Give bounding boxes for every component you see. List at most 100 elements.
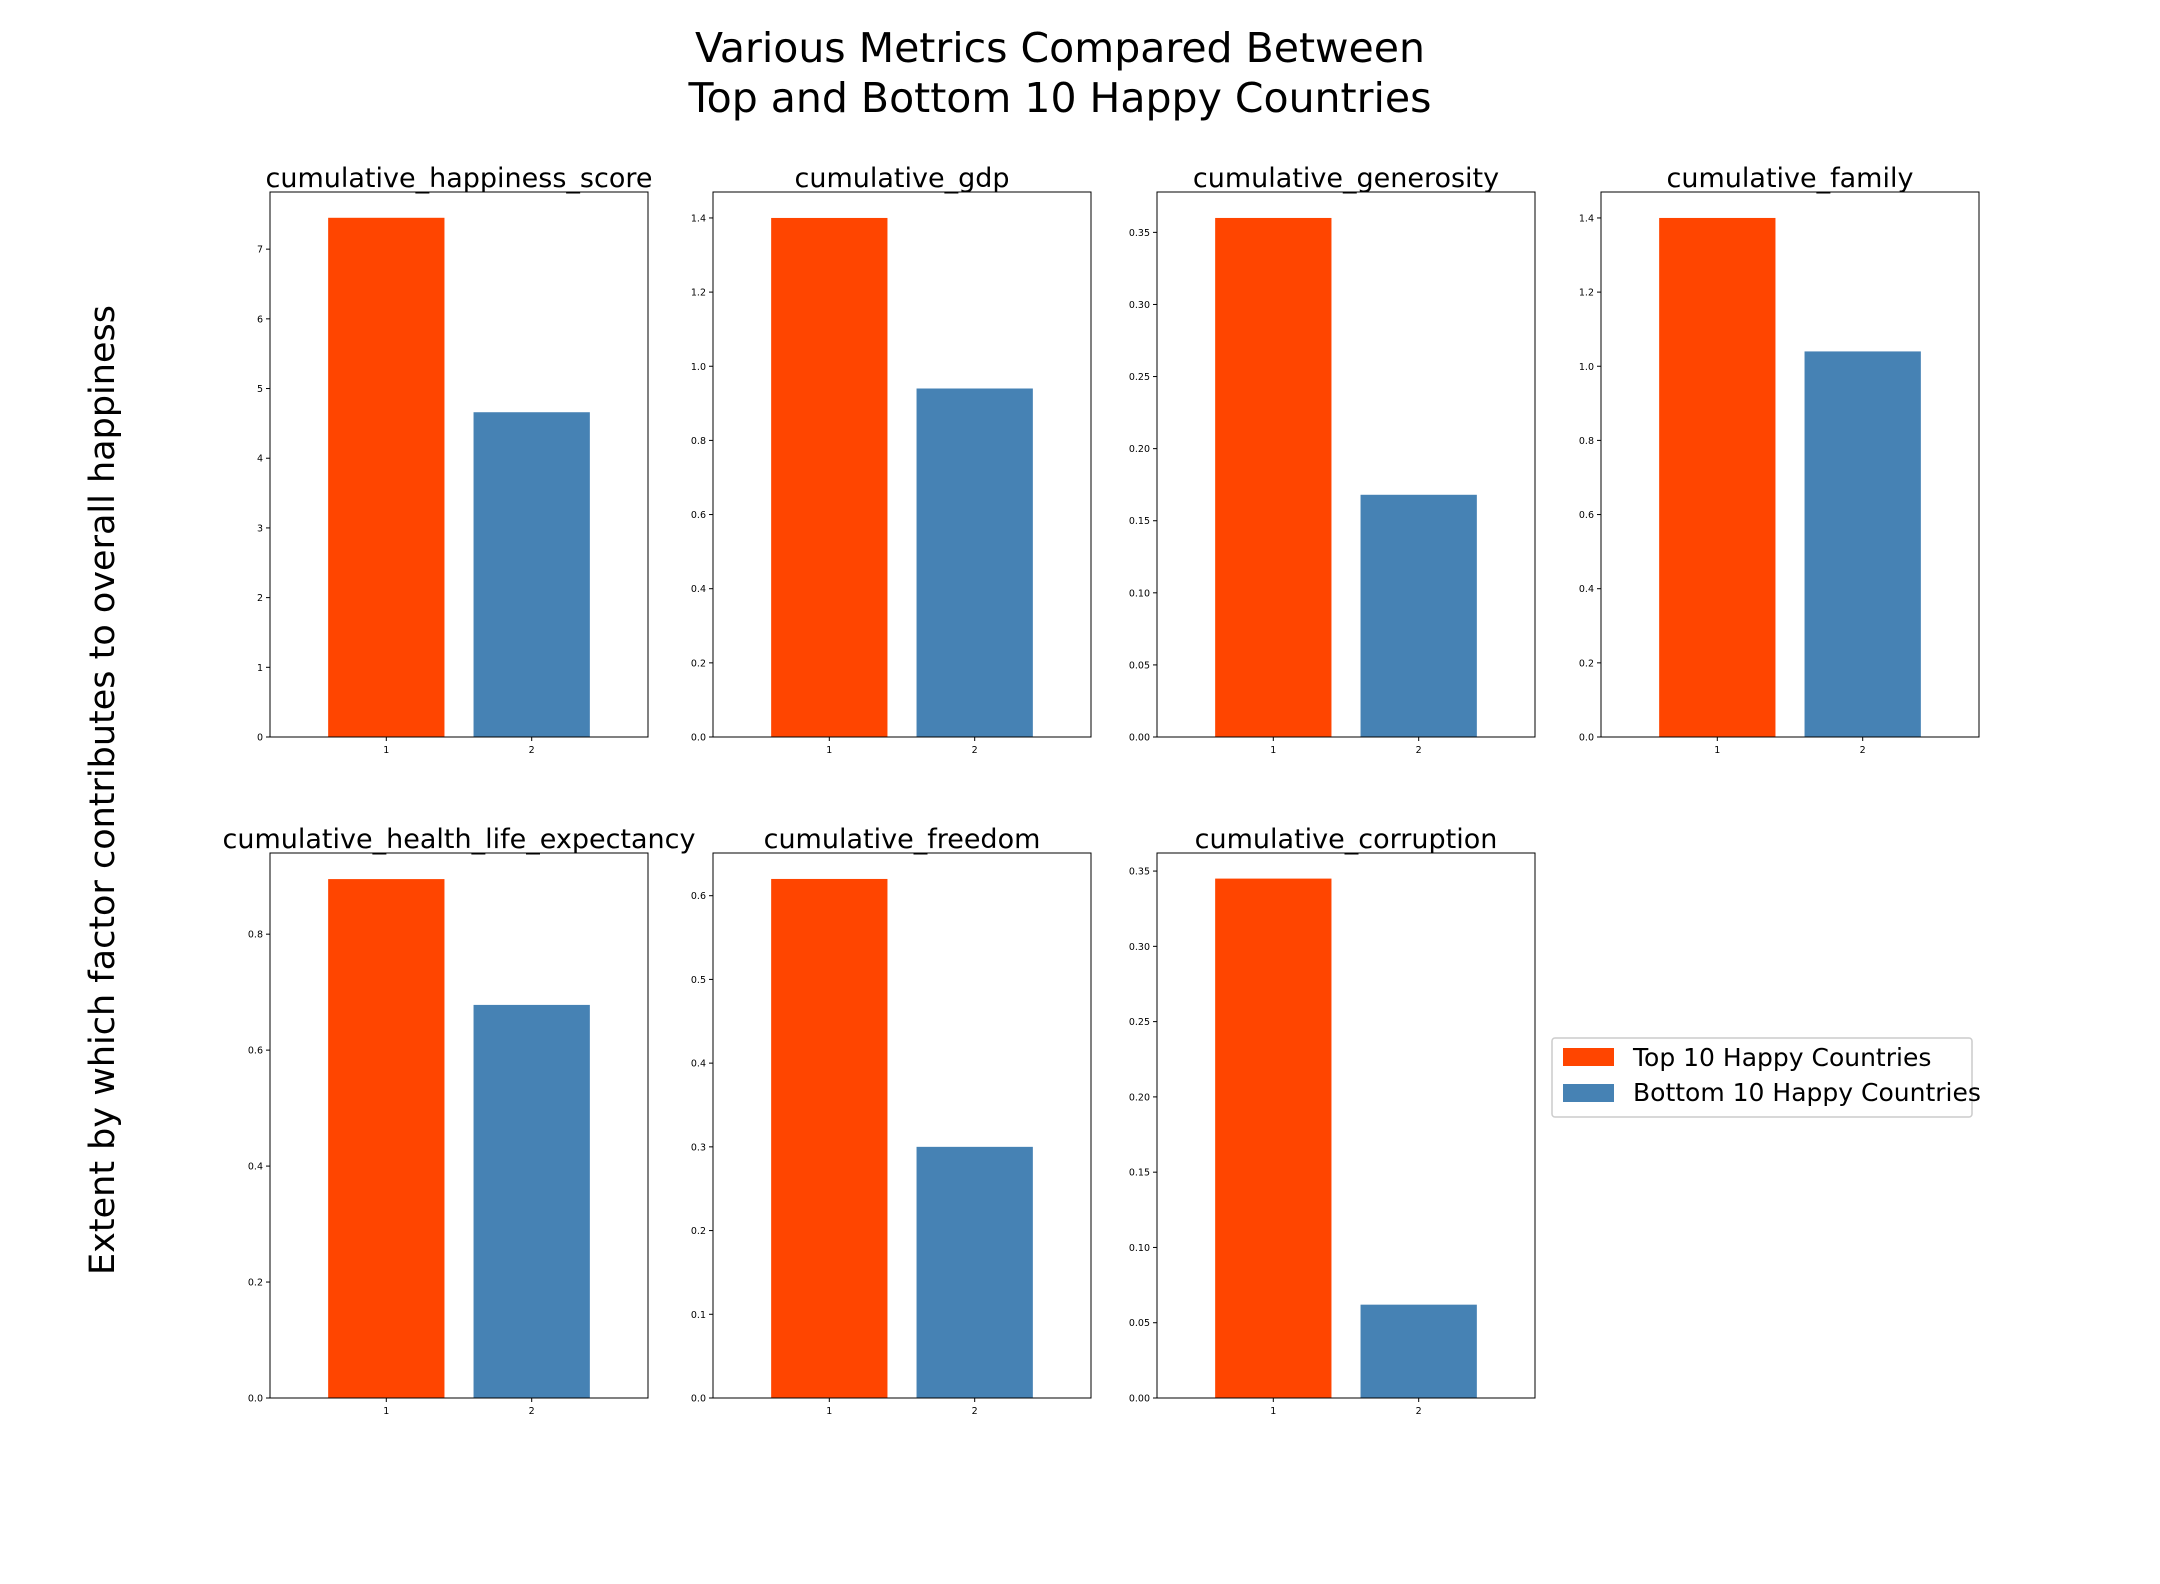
y-tick-label: 0.5: [691, 975, 706, 986]
y-tick-label: 6: [257, 314, 263, 325]
y-tick-label: 0.6: [248, 1046, 263, 1057]
y-tick-label: 0.35: [1129, 867, 1150, 878]
y-tick-label: 0.10: [1129, 588, 1150, 599]
subplot-title: cumulative_generosity: [1193, 163, 1499, 194]
axes-frame: [269, 191, 649, 738]
x-tick-label: 2: [1416, 1406, 1422, 1417]
y-tick-label: 7: [257, 245, 263, 256]
bar-cumulative_health_life_expectancy-2: [473, 1004, 590, 1398]
legend-label-top: Top 10 Happy Countries: [1632, 1043, 1931, 1072]
y-tick-label: 0.6: [691, 891, 706, 902]
bar-cumulative_gdp-2: [916, 388, 1033, 737]
y-tick-label: 0.05: [1129, 660, 1150, 671]
subplot-cumulative_family: 1 2 0.0 0.2 0.4 0.6 0.8 1.0 1.2 1.4 cumulative_fam…: [1579, 163, 1980, 756]
x-tick-label: 1: [1270, 1406, 1276, 1417]
x-tick-label: 1: [826, 1406, 832, 1417]
subplot-title: cumulative_freedom: [764, 824, 1041, 855]
y-tick-label: 0.2: [691, 658, 706, 669]
y-tick-label: 1.2: [691, 288, 706, 299]
y-tick-label: 0.4: [1579, 584, 1594, 595]
y-tick-label: 0.00: [1129, 733, 1150, 744]
bar-cumulative_freedom-1: [771, 878, 888, 1398]
y-tick-label: 0.2: [248, 1278, 263, 1289]
y-tick-label: 0.30: [1129, 300, 1150, 311]
legend-swatch-top: [1563, 1048, 1614, 1066]
y-tick-label: 0.8: [1579, 436, 1594, 447]
y-tick-label: 0.0: [1579, 733, 1594, 744]
subplot-title: cumulative_gdp: [794, 163, 1009, 194]
y-tick-label: 1.4: [691, 213, 706, 224]
legend-label-bottom: Bottom 10 Happy Countries: [1633, 1078, 1981, 1107]
axes-frame: [1600, 191, 1980, 738]
bar-cumulative_corruption-2: [1360, 1304, 1477, 1398]
y-tick-label: 0.15: [1129, 1168, 1150, 1179]
y-tick-label: 0.0: [248, 1394, 263, 1405]
legend-frame: [1551, 1037, 1973, 1118]
subplot-cumulative_gdp: 1 2 0.0 0.2 0.4 0.6 0.8 1.0 1.2 1.4 cumulative_gdp: [691, 163, 1092, 756]
y-tick-label: 0.4: [691, 584, 706, 595]
axes-frame: [1156, 191, 1536, 738]
y-tick-label: 4: [257, 454, 263, 465]
subplot-cumulative_generosity: 1 2 0.00 0.05 0.10 0.15 0.20 0.25 0.30 0.35 cumula…: [1129, 163, 1536, 756]
y-tick-label: 0.6: [691, 510, 706, 521]
subplot-cumulative_happiness_score: 1 2 0 1 2 3 4 5 6 7 cumulative_happiness_score: [257, 163, 653, 756]
y-tick-label: 0.05: [1129, 1318, 1150, 1329]
subplot-cumulative_freedom: 1 2 0.0 0.1 0.2 0.3 0.4 0.5 0.6 cumulative_freedo…: [691, 824, 1092, 1417]
bar-cumulative_happiness_score-1: [328, 217, 445, 737]
subplot-title: cumulative_happiness_score: [266, 163, 653, 194]
bar-cumulative_health_life_expectancy-1: [328, 879, 445, 1398]
axes-frame: [269, 852, 649, 1399]
bar-cumulative_corruption-1: [1215, 878, 1332, 1398]
bar-cumulative_gdp-1: [771, 217, 888, 737]
x-tick-label: 1: [1714, 745, 1720, 756]
x-tick-label: 2: [529, 745, 535, 756]
bar-cumulative_generosity-1: [1215, 217, 1332, 737]
y-tick-label: 0.25: [1129, 372, 1150, 383]
x-tick-label: 2: [972, 1406, 978, 1417]
bar-cumulative_freedom-2: [916, 1146, 1033, 1398]
subplot-cumulative_health_life_expectancy: 1 2 0.0 0.2 0.4 0.6 0.8 cumulative_health_life_…: [223, 824, 696, 1417]
y-tick-label: 0.2: [691, 1226, 706, 1237]
y-tick-label: 0.1: [691, 1310, 706, 1321]
x-tick-label: 2: [529, 1406, 535, 1417]
y-tick-label: 0.20: [1129, 444, 1150, 455]
y-tick-label: 0.2: [1579, 658, 1594, 669]
y-tick-label: 0.0: [691, 733, 706, 744]
bar-cumulative_family-1: [1659, 217, 1776, 737]
y-tick-label: 0.00: [1129, 1394, 1150, 1405]
y-tick-label: 3: [257, 523, 263, 534]
y-tick-label: 0.8: [248, 930, 263, 941]
y-tick-label: 0.0: [691, 1394, 706, 1405]
y-tick-label: 0.30: [1129, 942, 1150, 953]
subplot-title: cumulative_family: [1667, 163, 1914, 194]
axes-frame: [712, 191, 1092, 738]
x-tick-label: 2: [972, 745, 978, 756]
bar-cumulative_family-2: [1804, 351, 1921, 737]
axes-frame: [712, 852, 1092, 1399]
y-tick-label: 0.4: [248, 1162, 263, 1173]
y-tick-label: 0.8: [691, 436, 706, 447]
subplot-cumulative_corruption: 1 2 0.00 0.05 0.10 0.15 0.20 0.25 0.30 0.35 cumula…: [1129, 824, 1536, 1417]
y-tick-label: 1.2: [1579, 288, 1594, 299]
y-tick-label: 0.35: [1129, 228, 1150, 239]
y-tick-label: 1.0: [1579, 362, 1594, 373]
x-tick-label: 1: [826, 745, 832, 756]
y-tick-label: 0.20: [1129, 1092, 1150, 1103]
y-tick-label: 2: [257, 593, 263, 604]
x-tick-label: 2: [1860, 745, 1866, 756]
y-tick-label: 0.4: [691, 1059, 706, 1070]
y-axis-label: Extent by which factor contributes to ov…: [83, 305, 123, 1275]
y-tick-label: 0.10: [1129, 1243, 1150, 1254]
y-tick-label: 0: [257, 733, 263, 744]
chart-title-line-2: Top and Bottom 10 Happy Countries: [688, 74, 1432, 122]
x-tick-label: 1: [383, 745, 389, 756]
y-tick-label: 1: [257, 663, 263, 674]
axes-frame: [1156, 852, 1536, 1399]
y-tick-label: 0.6: [1579, 510, 1594, 521]
bar-cumulative_generosity-2: [1360, 494, 1477, 737]
legend-swatch-bottom: [1563, 1084, 1614, 1102]
chart-title-line-1: Various Metrics Compared Between: [695, 24, 1425, 72]
y-tick-label: 0.3: [691, 1142, 706, 1153]
subplots: 1 2 0 1 2 3 4 5 6 7 cumulative_happiness_score 1 2 0.…: [223, 163, 1980, 1417]
